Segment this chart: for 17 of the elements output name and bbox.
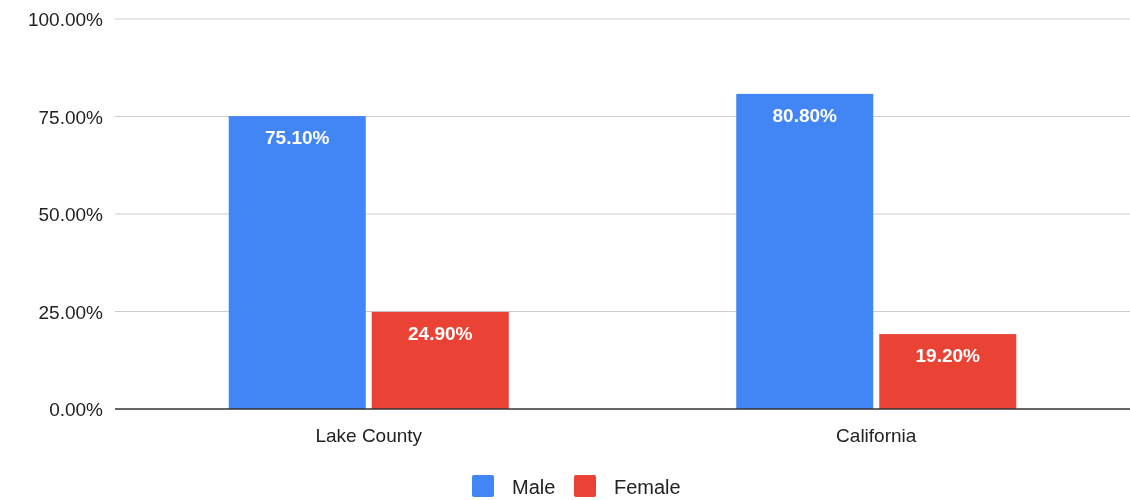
- legend-label: Female: [614, 476, 681, 498]
- x-tick-label: Lake County: [315, 425, 423, 446]
- y-tick-label: 50.00%: [38, 204, 104, 225]
- y-tick-label: 75.00%: [38, 106, 104, 128]
- data-label: 19.20%: [915, 345, 981, 367]
- data-label: 75.10%: [265, 127, 330, 149]
- bar: [736, 93, 874, 409]
- bar: [879, 334, 1017, 409]
- data-label: 24.90%: [408, 322, 473, 344]
- x-tick-label: California: [836, 425, 917, 446]
- y-tick-label: 100.00%: [27, 9, 104, 30]
- bar: [371, 311, 509, 409]
- data-label: 80.80%: [772, 104, 838, 126]
- y-tick-label: 0.00%: [49, 399, 104, 420]
- legend-label: Male: [512, 476, 556, 498]
- bar: [228, 116, 366, 409]
- y-tick-label: 25.00%: [38, 301, 104, 323]
